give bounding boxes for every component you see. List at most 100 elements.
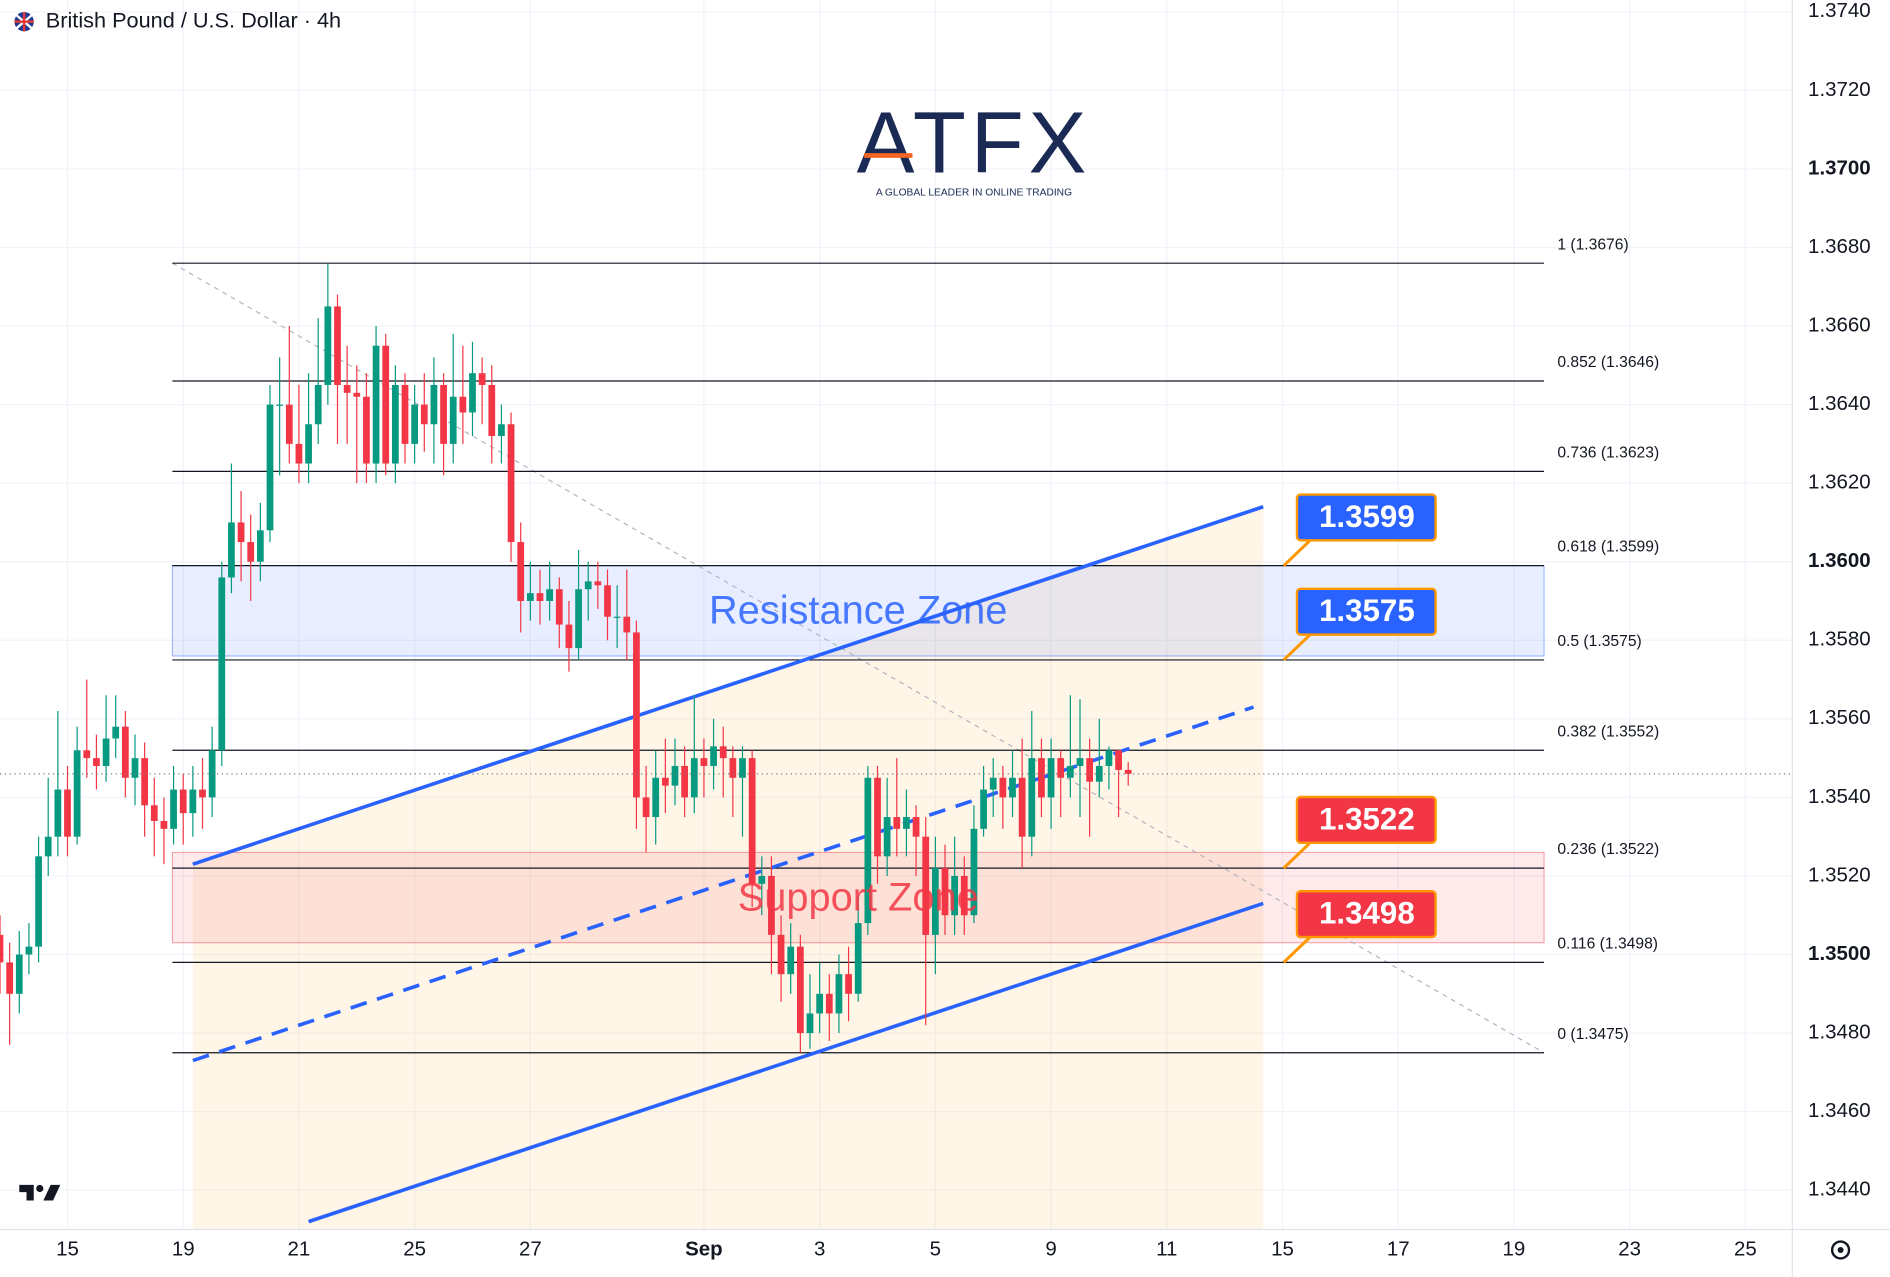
- callout-pointer: [1282, 840, 1313, 870]
- candle-body: [488, 384, 496, 437]
- price-callout-label: 1.3599: [1319, 499, 1415, 534]
- candle-body: [642, 797, 650, 818]
- candle-body: [874, 777, 881, 857]
- y-tick-label: 1.3540: [1808, 785, 1871, 808]
- tradingview-logo: [19, 1184, 61, 1201]
- callout-pointer: [1282, 538, 1313, 567]
- x-tick-label: 25: [1734, 1237, 1757, 1260]
- candle-body: [121, 726, 129, 778]
- candle-body: [1095, 765, 1103, 782]
- zone-label: Resistance Zone: [709, 589, 1007, 633]
- tv-logo-v: [43, 1184, 61, 1201]
- candle-body: [440, 384, 447, 444]
- candle-body: [1057, 758, 1065, 778]
- candle-body: [922, 836, 930, 935]
- settings-hub[interactable]: [1837, 1246, 1844, 1253]
- candle-body: [363, 396, 370, 464]
- fib-trend-line: [172, 262, 1545, 1054]
- y-tick-label: 1.3480: [1808, 1020, 1871, 1043]
- candle-body: [633, 632, 640, 798]
- candle-body: [681, 765, 689, 798]
- fib-level-label: 1 (1.3676): [1557, 236, 1628, 253]
- trendline: [307, 901, 1264, 1224]
- candle-body: [1086, 758, 1094, 782]
- candle-body: [719, 746, 727, 759]
- candle-body: [517, 542, 525, 602]
- candle-body: [314, 384, 322, 425]
- candle-body: [661, 777, 669, 786]
- candle-body: [498, 424, 505, 437]
- callout-pointer: [1282, 632, 1313, 662]
- y-tick-label: 1.3580: [1808, 628, 1871, 651]
- candle-body: [218, 577, 226, 751]
- candle-body: [758, 875, 766, 884]
- candle-body: [160, 820, 168, 829]
- tv-logo-t: [19, 1184, 34, 1201]
- candle-body: [700, 758, 708, 766]
- candle-body: [1009, 777, 1016, 798]
- candle-body: [102, 738, 110, 766]
- y-tick-label: 1.3440: [1808, 1178, 1871, 1201]
- candle-body: [112, 726, 120, 739]
- candle-body: [1066, 765, 1074, 778]
- atfx-logo: ATFX A GLOBAL LEADER IN ONLINE TRADING: [857, 94, 1092, 198]
- y-tick-label: 1.3720: [1808, 78, 1871, 101]
- candle-body: [912, 817, 920, 837]
- logo-text: ATFX: [857, 94, 1092, 191]
- y-tick-label: 1.3520: [1808, 863, 1871, 886]
- fib-level-label: 0.736 (1.3623): [1557, 444, 1659, 461]
- mid-layer: [0, 262, 1794, 1224]
- fib-level-label: 0 (1.3475): [1557, 1026, 1628, 1043]
- candle-body: [44, 836, 52, 857]
- y-tick-label: 1.3700: [1808, 156, 1871, 179]
- candle-body: [594, 581, 602, 586]
- candle-body: [710, 746, 717, 766]
- candle-body: [816, 993, 824, 1014]
- candle-body: [835, 974, 843, 1014]
- candle-body: [478, 373, 486, 385]
- candle-body: [285, 404, 293, 444]
- front-layer: 1.3440 1.3460 1.3480 1.3500 1.3520 1.3540 1.35…: [56, 0, 1871, 1260]
- candle-body: [768, 875, 775, 935]
- candle-body: [748, 758, 756, 884]
- y-tick-label: 1.3560: [1808, 706, 1871, 729]
- candle-body: [507, 424, 515, 543]
- candle-body: [256, 530, 264, 562]
- candle-body: [604, 585, 611, 617]
- symbol-flag: [14, 12, 34, 32]
- price-callout: [1295, 587, 1437, 636]
- price-callout: [1295, 890, 1437, 939]
- fib-level-label: 0.236 (1.3522): [1557, 841, 1659, 858]
- y-tick-label: 1.3660: [1808, 313, 1871, 336]
- x-tick-label: 15: [56, 1237, 79, 1260]
- chart-title: British Pound / U.S. Dollar · 4h: [46, 7, 341, 32]
- zone-label: Support Zone: [738, 875, 979, 919]
- x-tick-label: 25: [403, 1237, 426, 1260]
- candle-body: [825, 993, 833, 1014]
- y-tick-label: 1.3680: [1808, 235, 1871, 258]
- candle-body: [931, 868, 939, 935]
- candle-body: [623, 616, 631, 633]
- candle-body: [854, 923, 862, 994]
- candle-body: [883, 817, 891, 857]
- candle-body: [449, 396, 457, 444]
- candle-body: [54, 789, 62, 837]
- candle-body: [324, 306, 332, 385]
- candle-body: [970, 828, 978, 916]
- settings-button[interactable]: [1830, 1240, 1851, 1260]
- candle-body: [459, 396, 467, 413]
- settings-gear[interactable]: [1830, 1240, 1851, 1260]
- x-tick-label: 15: [1271, 1237, 1294, 1260]
- y-tick-label: 1.3500: [1808, 942, 1871, 965]
- candle-body: [652, 777, 660, 818]
- candle-body: [430, 384, 438, 425]
- price-callout-label: 1.3575: [1319, 593, 1415, 628]
- candle-body: [469, 373, 476, 413]
- candle-body: [391, 384, 399, 464]
- candle-body: [739, 758, 746, 778]
- y-tick-label: 1.3600: [1808, 549, 1871, 572]
- candle-body: [0, 934, 4, 963]
